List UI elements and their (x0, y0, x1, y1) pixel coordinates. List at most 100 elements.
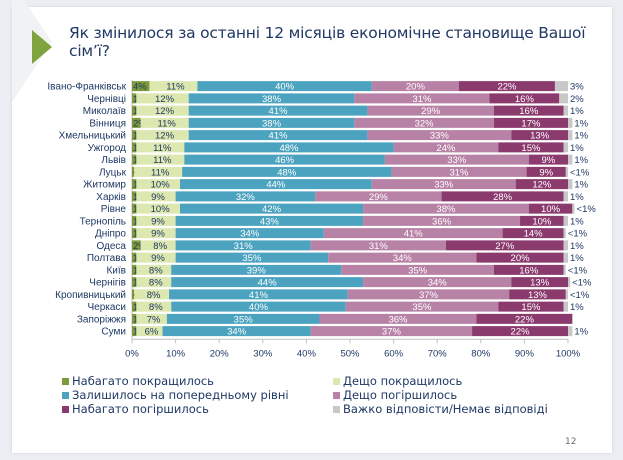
data-label: 29% (421, 106, 441, 117)
data-label: 16% (519, 265, 539, 276)
data-label: 38% (262, 94, 282, 105)
data-label: 46% (275, 155, 295, 166)
bar-segment (563, 105, 568, 116)
data-label: 2% (133, 118, 147, 129)
data-label: 11% (151, 167, 170, 178)
data-label: 9% (542, 155, 556, 166)
bar-segment (132, 215, 137, 226)
bar-segment (568, 326, 573, 337)
bar-segment (132, 191, 137, 202)
bar-segment (136, 215, 176, 226)
bar-segment (171, 277, 364, 288)
bar-segment (509, 289, 566, 300)
bar-segment (391, 166, 527, 177)
bar-segment (132, 142, 137, 153)
bar-segment (175, 240, 311, 251)
legend-item: Залишилось на попередньому рівні (62, 388, 289, 402)
data-label: 11% (153, 155, 172, 166)
bar-segment (520, 215, 564, 226)
data-label: 1% (570, 253, 584, 264)
bar-segment (319, 313, 477, 324)
bar-segment (175, 252, 329, 263)
data-label: 1% (570, 241, 584, 252)
bar-segment (132, 326, 137, 337)
bar-segment (132, 166, 135, 177)
bar-segment (136, 142, 185, 153)
data-label: 8% (147, 290, 161, 301)
category-label: Рівне (101, 204, 127, 215)
data-label: 9% (151, 253, 165, 264)
data-label: 22% (515, 314, 535, 325)
data-label: 33% (447, 155, 467, 166)
data-label: 17% (521, 118, 541, 129)
legend-label: Важко відповісти/Немає відповіді (343, 402, 548, 416)
category-label: Кропивницький (55, 290, 126, 301)
data-label: 48% (279, 143, 299, 154)
data-label: 4% (133, 82, 147, 93)
data-label: 12% (155, 94, 175, 105)
bar-segment (328, 252, 477, 263)
bar-segment (184, 142, 394, 153)
category-label: Дніпро (95, 229, 126, 240)
bar-segment (136, 203, 180, 214)
bar-segment (188, 117, 355, 128)
bar-segment (559, 93, 568, 104)
category-label: Хмельницький (59, 131, 126, 142)
bar-segment (132, 179, 137, 190)
legend-label: Залишилось на попередньому рівні (72, 388, 289, 402)
data-label: 11% (166, 82, 185, 93)
x-tick-label: 30% (253, 348, 273, 359)
data-label: 31% (412, 94, 432, 105)
bar-segment (345, 301, 499, 312)
data-label: 48% (277, 167, 297, 178)
bar-segment (132, 130, 137, 141)
category-label: Київ (106, 265, 126, 276)
legend-item: Набагато погіршилось (62, 402, 209, 416)
category-label: Житомир (83, 180, 126, 191)
bar-segment (132, 228, 137, 239)
data-label: 22% (511, 327, 531, 338)
bar-segment (182, 166, 392, 177)
data-label: 36% (432, 216, 452, 227)
category-label: Черкаси (87, 302, 126, 313)
bar-segment (136, 93, 189, 104)
bar-segment (393, 142, 499, 153)
category-label: Луцьк (99, 167, 127, 178)
data-label: 31% (369, 241, 389, 252)
bar-segment (132, 264, 137, 275)
bar-segment (175, 215, 364, 226)
data-label: 16% (519, 106, 539, 117)
bar-segment (563, 142, 568, 153)
data-label: <1% (577, 204, 597, 215)
data-label: 40% (275, 82, 295, 93)
bar-segment (136, 301, 172, 312)
bar-segment (184, 154, 385, 165)
bar-segment (136, 154, 185, 165)
data-label: 15% (521, 143, 541, 154)
bar-segment (459, 81, 555, 92)
bar-segment (363, 215, 521, 226)
bar-segment (171, 301, 346, 312)
bar-segment (515, 179, 568, 190)
data-label: 41% (269, 106, 289, 117)
legend-label: Дещо погіршилось (343, 388, 458, 402)
legend-swatch (333, 391, 340, 399)
data-label: 35% (408, 265, 428, 276)
data-label: 15% (521, 302, 541, 313)
bar-segment (511, 277, 568, 288)
data-label: 41% (249, 290, 269, 301)
data-label: 20% (511, 253, 531, 264)
x-tick-label: 90% (515, 348, 535, 359)
data-label: 34% (428, 278, 448, 289)
x-tick-label: 100% (556, 348, 581, 359)
bar-segment (166, 313, 320, 324)
bar-segment (179, 203, 364, 214)
data-label: 32% (236, 192, 256, 203)
bar-segment (565, 289, 568, 300)
bar-segment (136, 313, 167, 324)
data-label: 37% (382, 327, 402, 338)
page-number: 12 (565, 437, 577, 447)
legend-label: Набагато покращилось (72, 374, 214, 388)
bar-segment (502, 228, 564, 239)
data-label: 1% (574, 155, 588, 166)
